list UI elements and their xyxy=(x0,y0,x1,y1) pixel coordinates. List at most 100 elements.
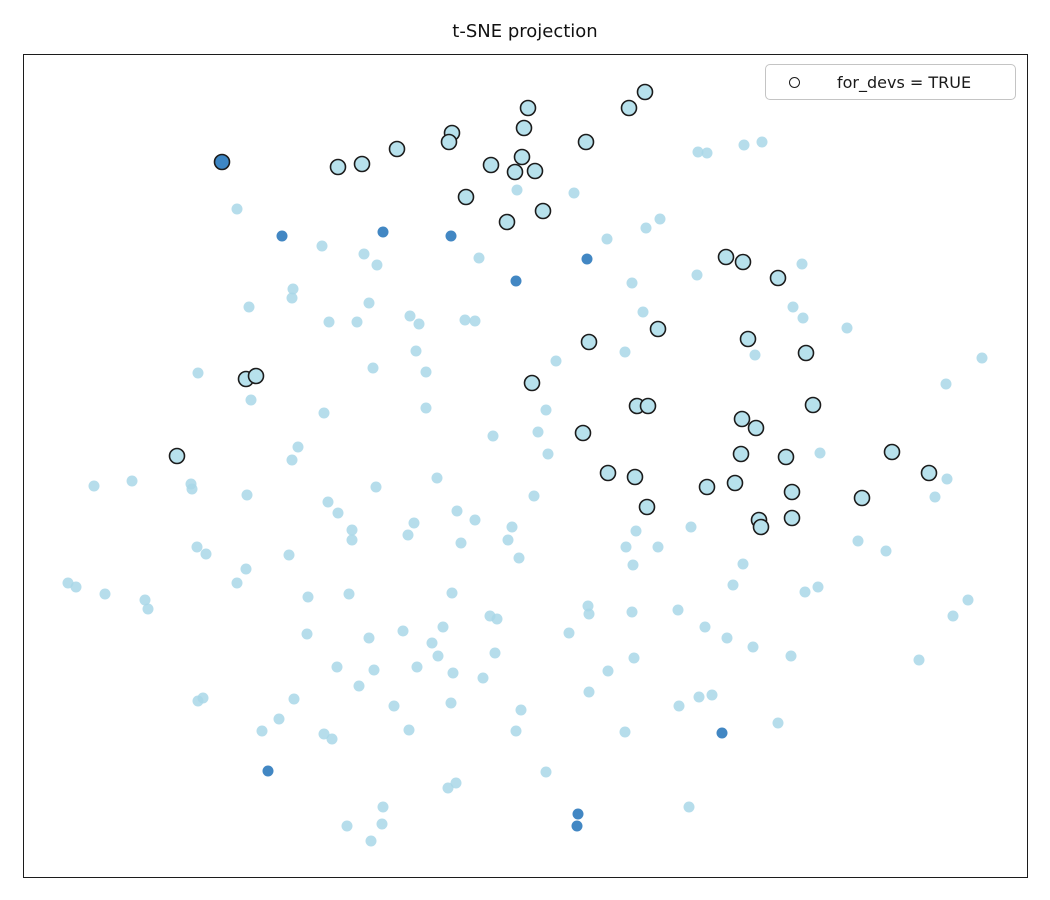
scatter-point-other-light xyxy=(332,507,344,519)
scatter-point-other-light xyxy=(701,147,713,159)
scatter-point-other-light xyxy=(489,647,501,659)
scatter-point-other-light xyxy=(477,672,489,684)
scatter-point-other-light xyxy=(487,430,499,442)
scatter-point-for-devs-true-light xyxy=(519,99,537,117)
scatter-point-other-light xyxy=(413,318,425,330)
scatter-point-other-dark xyxy=(377,226,389,238)
scatter-point-other-light xyxy=(286,454,298,466)
scatter-point-other-light xyxy=(706,689,718,701)
scatter-point-other-light xyxy=(841,322,853,334)
scatter-point-other-light xyxy=(241,489,253,501)
scatter-point-for-devs-true-light xyxy=(649,320,667,338)
scatter-point-for-devs-true-light xyxy=(920,464,938,482)
scatter-point-other-light xyxy=(640,222,652,234)
scatter-point-other-light xyxy=(446,587,458,599)
scatter-point-other-light xyxy=(256,725,268,737)
scatter-point-other-light xyxy=(331,661,343,673)
scatter-point-other-light xyxy=(619,346,631,358)
scatter-point-other-light xyxy=(568,187,580,199)
scatter-point-other-light xyxy=(929,491,941,503)
scatter-point-other-light xyxy=(288,693,300,705)
scatter-point-other-light xyxy=(442,782,454,794)
scatter-point-other-light xyxy=(691,269,703,281)
scatter-point-for-devs-true-light xyxy=(620,99,638,117)
scatter-point-for-devs-true-light xyxy=(883,443,901,461)
scatter-point-for-devs-true-light xyxy=(580,333,598,351)
scatter-point-other-light xyxy=(455,537,467,549)
scatter-point-other-light xyxy=(365,835,377,847)
scatter-point-other-light xyxy=(302,591,314,603)
scatter-point-other-light xyxy=(273,713,285,725)
scatter-point-other-light xyxy=(772,717,784,729)
scatter-point-other-light xyxy=(506,521,518,533)
scatter-point-other-light xyxy=(323,316,335,328)
scatter-point-other-light xyxy=(812,581,824,593)
chart-title: t-SNE projection xyxy=(452,21,598,42)
scatter-point-other-light xyxy=(437,621,449,633)
scatter-point-for-devs-true-light xyxy=(626,468,644,486)
scatter-point-for-devs-true-light xyxy=(747,419,765,437)
scatter-point-other-light xyxy=(408,517,420,529)
scatter-point-other-dark xyxy=(716,727,728,739)
scatter-point-other-light xyxy=(420,402,432,414)
scatter-point-other-light xyxy=(371,259,383,271)
scatter-point-other-light xyxy=(200,548,212,560)
scatter-point-for-devs-true-light xyxy=(388,140,406,158)
scatter-point-other-light xyxy=(630,525,642,537)
scatter-point-other-light xyxy=(540,766,552,778)
scatter-point-for-devs-true-light xyxy=(457,188,475,206)
scatter-point-other-light xyxy=(693,691,705,703)
scatter-point-for-devs-true-light xyxy=(733,410,751,428)
scatter-point-for-devs-true-light xyxy=(482,156,500,174)
scatter-point-other-light xyxy=(142,603,154,615)
scatter-point-other-light xyxy=(473,252,485,264)
scatter-point-other-light xyxy=(459,314,471,326)
scatter-point-other-light xyxy=(563,627,575,639)
scatter-point-other-light xyxy=(410,345,422,357)
scatter-point-other-light xyxy=(727,579,739,591)
scatter-point-other-light xyxy=(363,297,375,309)
scatter-point-other-light xyxy=(431,472,443,484)
scatter-point-other-light xyxy=(420,366,432,378)
scatter-point-for-devs-true-light xyxy=(783,509,801,527)
scatter-point-for-devs-true-light xyxy=(797,344,815,362)
scatter-point-other-light xyxy=(368,664,380,676)
scatter-point-other-light xyxy=(620,541,632,553)
scatter-point-for-devs-true-light xyxy=(732,445,750,463)
scatter-point-other-light xyxy=(240,563,252,575)
scatter-point-other-light xyxy=(637,306,649,318)
scatter-point-other-light xyxy=(388,700,400,712)
scatter-point-other-light xyxy=(692,146,704,158)
scatter-point-other-light xyxy=(376,818,388,830)
scatter-point-for-devs-true-light xyxy=(777,448,795,466)
scatter-point-other-light xyxy=(287,283,299,295)
scatter-point-other-light xyxy=(511,184,523,196)
scatter-point-other-light xyxy=(685,521,697,533)
scatter-point-other-dark xyxy=(572,808,584,820)
scatter-point-other-light xyxy=(191,541,203,553)
scatter-point-other-light xyxy=(852,535,864,547)
scatter-point-other-light xyxy=(358,248,370,260)
scatter-point-other-light xyxy=(528,490,540,502)
scatter-point-other-light xyxy=(186,483,198,495)
scatter-point-for-devs-true-light xyxy=(577,133,595,151)
scatter-point-other-light xyxy=(601,233,613,245)
scatter-point-other-light xyxy=(326,733,338,745)
scatter-point-other-light xyxy=(447,667,459,679)
scatter-point-for-devs-true-light xyxy=(247,367,265,385)
scatter-point-other-light xyxy=(532,426,544,438)
scatter-point-other-light xyxy=(797,312,809,324)
scatter-point-other-light xyxy=(721,632,733,644)
scatter-point-other-light xyxy=(652,541,664,553)
scatter-point-other-light xyxy=(318,407,330,419)
scatter-point-for-devs-true-light xyxy=(769,269,787,287)
scatter-point-other-light xyxy=(602,665,614,677)
scatter-point-other-light xyxy=(540,404,552,416)
scatter-point-other-light xyxy=(628,652,640,664)
scatter-point-other-light xyxy=(583,608,595,620)
scatter-point-for-devs-true-light xyxy=(726,474,744,492)
scatter-point-other-light xyxy=(283,549,295,561)
scatter-point-other-light xyxy=(510,725,522,737)
scatter-point-other-light xyxy=(814,447,826,459)
